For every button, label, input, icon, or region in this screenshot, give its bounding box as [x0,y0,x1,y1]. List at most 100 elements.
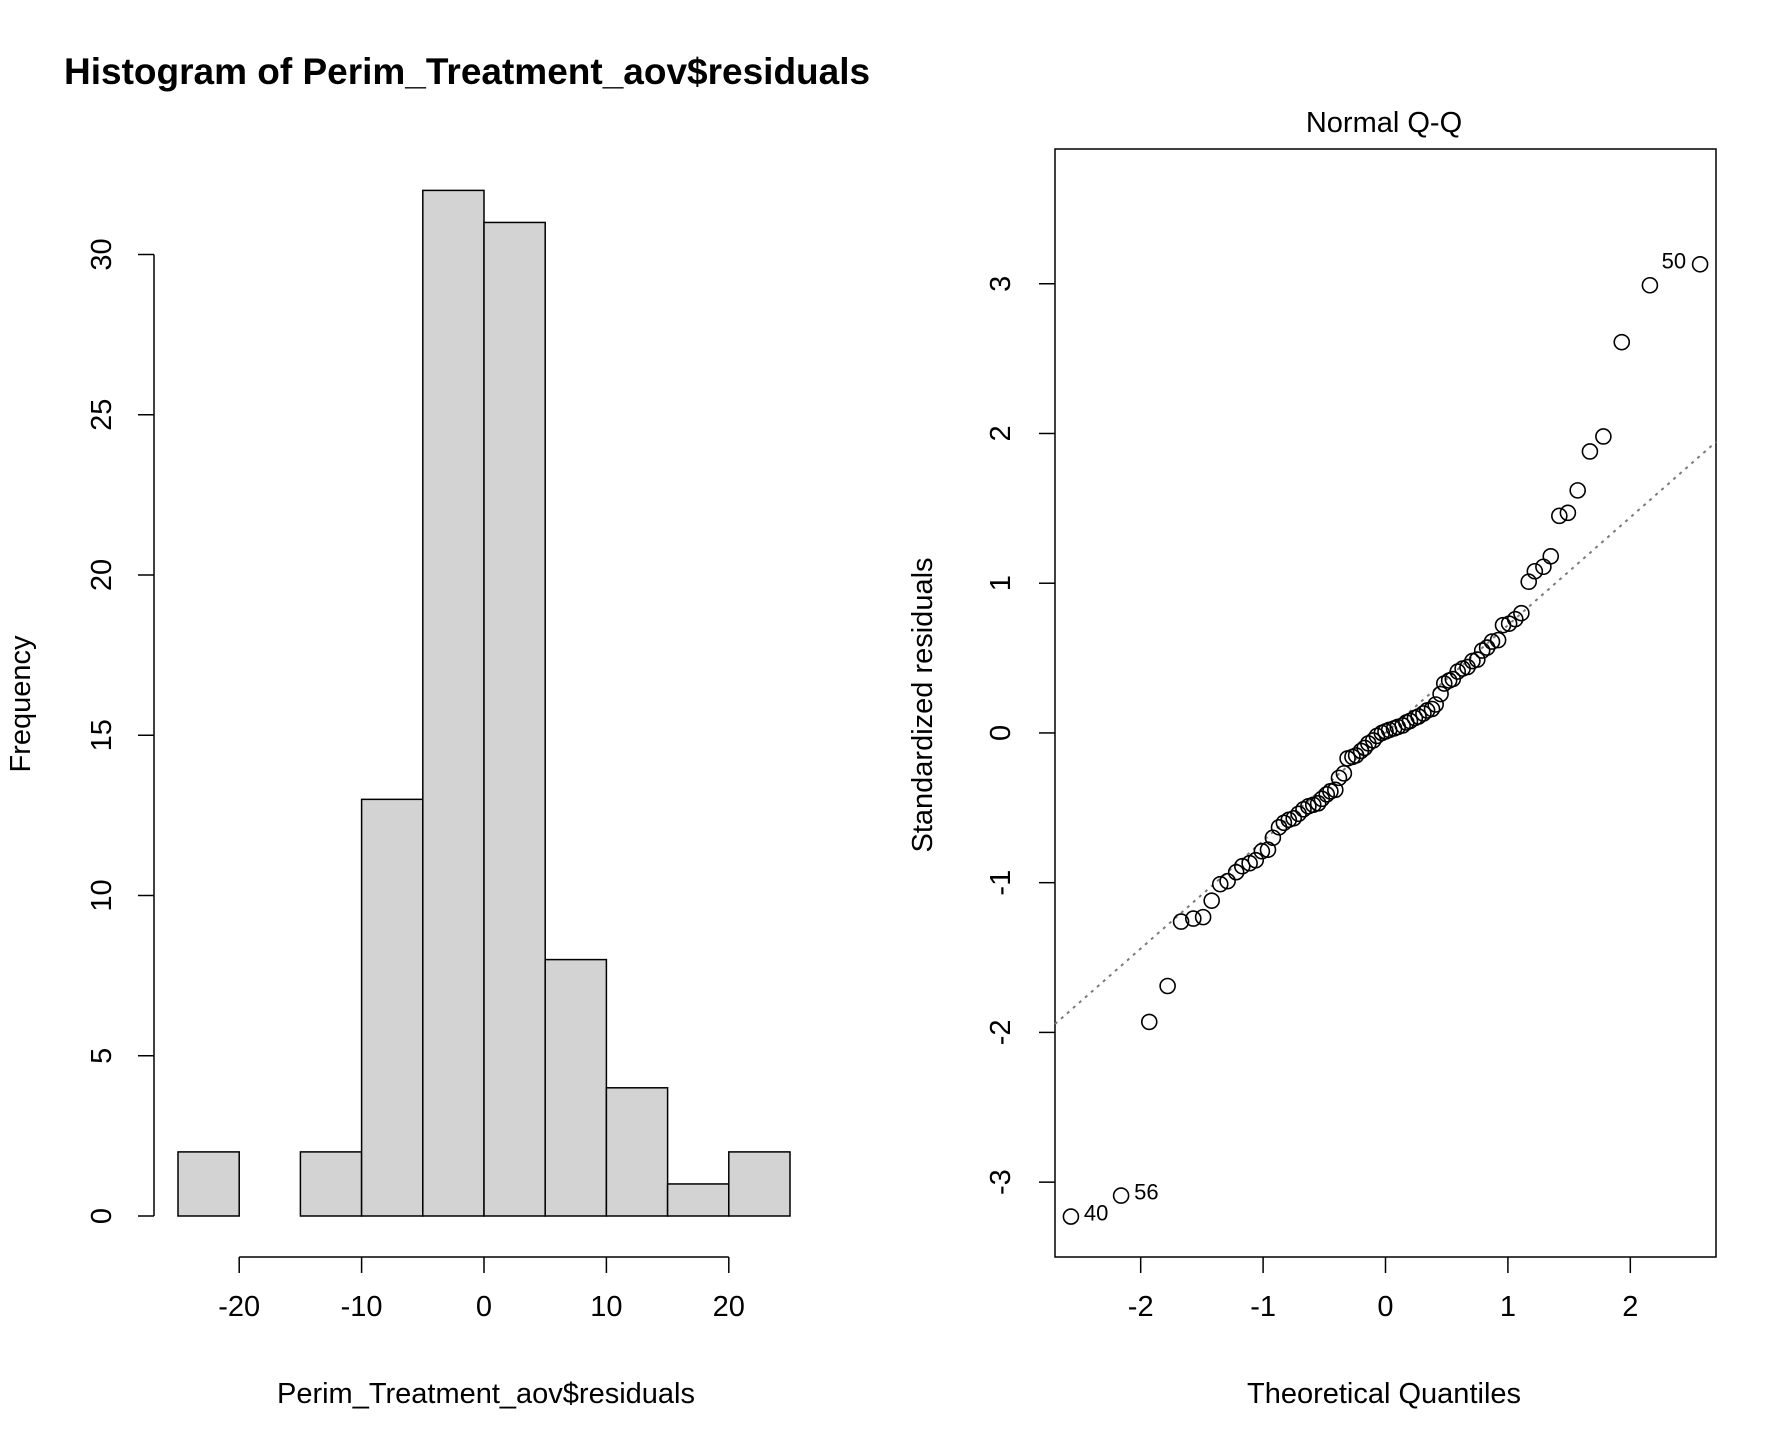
qq-plot-frame [1054,148,1717,1258]
qq-x-tick-label: -2 [1128,1291,1154,1323]
qq-y-tick-label: -2 [985,1020,1017,1046]
qq-point [1227,863,1245,881]
qq-point [1233,857,1251,875]
qq-point [1415,705,1432,722]
qq-x-tick-label: 1 [1500,1291,1516,1323]
qq-reference-line [1054,441,1717,1025]
qq-point [1159,977,1176,995]
qq-point [1140,1013,1158,1031]
qq-point [1473,642,1491,659]
histogram-y-tick-label: 15 [86,719,118,751]
qq-point [1172,913,1190,930]
qq-point [1483,633,1501,650]
histogram-x-axis: -20 -10 0 10 20 [218,1256,745,1323]
qq-point [1185,910,1202,927]
qq-point [1526,562,1544,580]
histogram-bar [544,958,608,1217]
histogram-y-tick-label: 30 [86,238,118,270]
histogram-bar [728,1151,791,1217]
histogram-y-tick-label: 20 [86,559,118,591]
qq-y-tick-label: 0 [985,725,1017,741]
qq-plot-panel: Normal Q-Q Theoretical Quantiles Standar… [907,107,1717,1410]
qq-point [1330,769,1348,787]
qq-point [1513,604,1530,622]
qq-point [1506,610,1524,628]
qq-point [1112,1187,1130,1204]
histogram-bar [666,1183,730,1217]
qq-y-tick-label: -3 [985,1169,1017,1195]
qq-point [1295,801,1312,818]
qq-point [1691,255,1709,273]
histogram-y-tick-label: 25 [86,399,118,431]
qq-x-tick-label: 2 [1622,1291,1638,1323]
histogram-x-tick-label: -10 [341,1291,383,1323]
histogram-x-tick-label: 20 [713,1291,745,1323]
qq-plot-x-axis-label: Theoretical Quantiles [1247,1378,1521,1410]
qq-point [1435,675,1453,692]
qq-point [1401,712,1419,730]
qq-point [1581,443,1599,460]
qq-point-labels: 50 56 40 [1084,248,1686,1225]
qq-point [1410,708,1427,725]
histogram-bar [483,221,546,1217]
qq-y-axis: -3 -2 -1 0 1 2 3 [985,276,1055,1195]
qq-point [1285,809,1302,827]
qq-point [1318,786,1336,803]
qq-point [1551,507,1568,525]
qq-y-tick-label: 1 [985,575,1017,591]
histogram-x-tick-label: -20 [218,1291,260,1323]
qq-point [1595,428,1612,445]
histogram-panel: Histogram of Perim_Treatment_aov$residua… [5,51,870,1410]
qq-point [1469,651,1486,668]
qq-plot-title: Normal Q-Q [1306,107,1462,139]
histogram-bars [177,189,791,1217]
qq-point [1559,504,1577,522]
histogram-title: Histogram of Perim_Treatment_aov$residua… [64,51,870,92]
qq-point-label: 56 [1134,1180,1158,1205]
qq-point [1613,333,1631,351]
qq-point [1247,851,1265,869]
histogram-y-tick-label: 0 [86,1208,118,1224]
qq-point-label: 40 [1084,1201,1108,1226]
qq-y-tick-label: -1 [985,870,1017,896]
histogram-bar [360,798,424,1217]
qq-point [1062,1208,1080,1225]
qq-point [1432,685,1449,703]
histogram-bar [422,189,485,1217]
qq-x-axis: -2 -1 0 1 2 [1128,1257,1638,1323]
histogram-bar [299,1151,363,1217]
qq-point [1569,482,1586,499]
qq-point [1542,547,1560,565]
qq-point [1253,842,1271,860]
histogram-y-tick-label: 10 [86,879,118,911]
qq-x-tick-label: -1 [1250,1291,1276,1323]
qq-point [1449,663,1467,680]
histogram-y-axis: 0 5 10 15 20 25 30 [86,238,155,1224]
qq-y-tick-label: 2 [985,425,1017,441]
qq-point [1219,872,1236,890]
histogram-bar [605,1087,669,1217]
histogram-bar [177,1151,240,1217]
qq-x-tick-label: 0 [1377,1291,1393,1323]
qq-point [1203,892,1220,909]
qq-point [1489,631,1507,649]
histogram-x-tick-label: 0 [476,1291,492,1323]
qq-plot-y-axis-label: Standardized residuals [907,557,939,852]
histogram-x-tick-label: 10 [590,1291,622,1323]
qq-point [1641,276,1659,294]
histogram-y-axis-label: Frequency [5,635,37,773]
histogram-y-tick-label: 5 [86,1048,118,1064]
qq-point [1211,875,1229,893]
qq-point [1427,696,1444,713]
qq-y-tick-label: 3 [985,276,1017,292]
qq-point [1275,814,1293,832]
qq-point [1327,781,1344,799]
qq-point [1423,700,1441,718]
qq-point [1194,908,1212,926]
histogram-x-axis-label: Perim_Treatment_aov$residuals [277,1378,695,1410]
qq-point [1535,558,1552,576]
qq-point [1335,765,1353,782]
qq-point-label: 50 [1662,248,1686,273]
qq-point [1309,795,1327,812]
